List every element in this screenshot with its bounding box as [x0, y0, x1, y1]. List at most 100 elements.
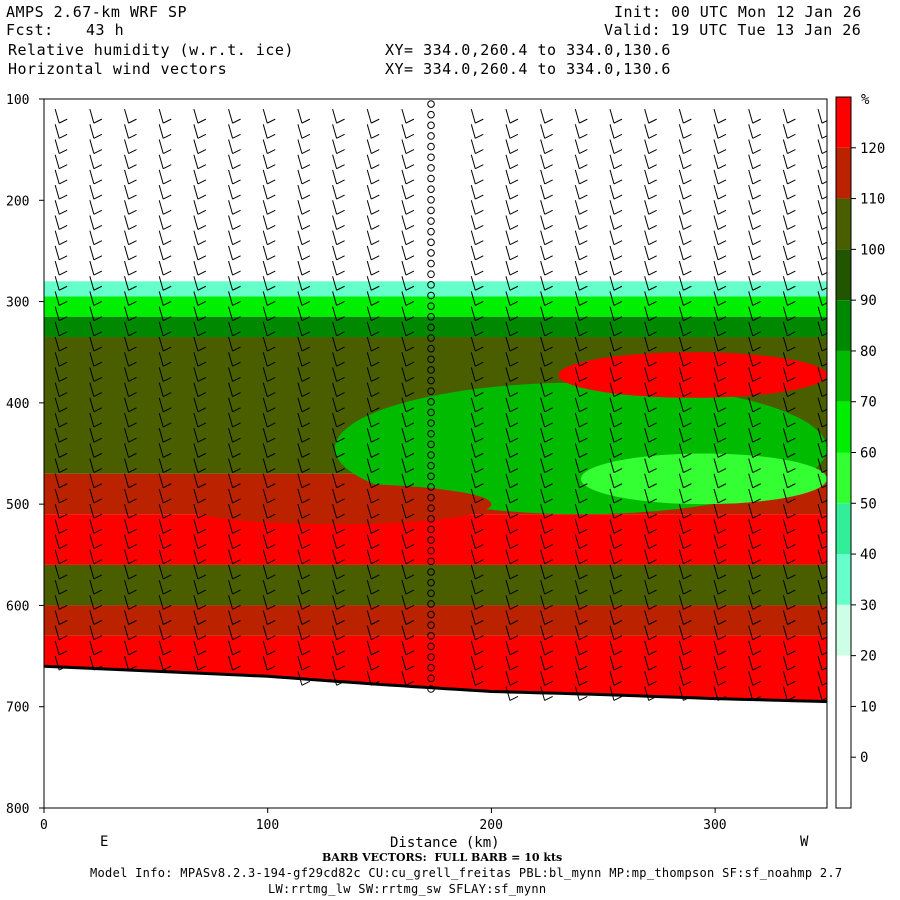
- wind-barb-flag: [821, 423, 827, 428]
- wind-barb-flag: [267, 376, 276, 382]
- wind-barb-flag: [613, 346, 623, 352]
- wind-barb-flag: [475, 164, 484, 170]
- rh-band: [44, 316, 827, 338]
- wind-barb: [297, 488, 303, 504]
- wind-barb-flag: [509, 528, 519, 534]
- wind-barb-flag: [683, 483, 692, 489]
- wind-barb-flag: [752, 361, 761, 367]
- wind-barb-flag: [544, 452, 553, 458]
- wind-barb-flag: [162, 346, 172, 352]
- wind-barb: [505, 321, 511, 336]
- wind-barb-flag: [232, 574, 241, 580]
- wind-barb: [713, 306, 719, 321]
- colorbar-swatch: [836, 554, 851, 605]
- wind-barb: [782, 367, 788, 382]
- wind-barb-flag: [371, 604, 380, 610]
- wind-barb: [574, 610, 580, 625]
- wind-barb-flag: [405, 513, 415, 519]
- wind-barb-flag: [613, 422, 623, 428]
- wind-barb: [505, 306, 511, 321]
- wind-barb: [470, 352, 476, 367]
- wind-barb-flag: [128, 225, 137, 230]
- wind-barb: [748, 473, 754, 488]
- wind-barb: [297, 428, 303, 443]
- wind-barb-flag: [648, 300, 657, 306]
- wind-barb-flag: [752, 392, 761, 398]
- wind-barb: [782, 215, 788, 230]
- wind-barb: [262, 382, 268, 397]
- wind-barb-flag: [371, 361, 380, 367]
- wind-barb: [748, 245, 754, 261]
- wind-barb: [89, 564, 95, 580]
- wind-barb-flag: [752, 604, 761, 610]
- wind-barb-flag: [544, 680, 553, 686]
- wind-barb-flag: [579, 179, 588, 185]
- wind-barb-flag: [752, 316, 761, 322]
- wind-barb-flag: [613, 316, 623, 322]
- wind-barb: [297, 549, 303, 564]
- wind-barb-flag: [128, 422, 137, 428]
- wind-barb: [193, 260, 199, 276]
- wind-barb-flag: [162, 331, 172, 337]
- calm-wind-circle: [427, 429, 435, 438]
- wind-barb-flag: [683, 255, 692, 261]
- wind-barb: [297, 291, 303, 306]
- wind-barb-flag: [301, 149, 311, 154]
- wind-barb-flag: [683, 528, 692, 534]
- wind-barb: [158, 367, 164, 382]
- wind-barb-flag: [787, 164, 796, 170]
- wind-barb: [817, 458, 823, 473]
- wind-barb: [782, 428, 788, 443]
- wind-barb-flag: [267, 513, 276, 519]
- calm-wind-circle: [427, 355, 435, 364]
- wind-barb-flag: [821, 621, 827, 625]
- wind-barb-flag: [648, 118, 657, 124]
- wind-barb: [713, 595, 719, 610]
- wind-barb: [228, 230, 234, 245]
- wind-barb: [678, 124, 684, 139]
- wind-barb-flag: [301, 468, 311, 474]
- wind-barb-flag: [371, 650, 380, 656]
- wind-barb: [124, 610, 130, 625]
- wind-barb-flag: [579, 620, 588, 625]
- wind-barb: [470, 276, 476, 291]
- wind-barb: [332, 169, 338, 185]
- wind-barb: [678, 443, 684, 458]
- wind-barb-flag: [336, 604, 345, 610]
- wind-barb: [158, 625, 164, 640]
- wind-barb: [332, 306, 338, 321]
- wind-barb-flag: [162, 483, 172, 489]
- wind-barb: [262, 215, 268, 230]
- wind-barb: [748, 139, 754, 154]
- wind-barb: [748, 382, 754, 397]
- wind-barb-flag: [544, 149, 553, 154]
- wind-barb-flag: [405, 270, 415, 276]
- wind-barb-flag: [579, 285, 588, 291]
- wind-barb: [366, 640, 372, 656]
- wind-barb-flag: [232, 544, 241, 549]
- wind-barb-flag: [821, 682, 827, 686]
- colorbar-swatch: [836, 452, 851, 504]
- wind-barb: [366, 215, 372, 230]
- wind-barb: [158, 564, 164, 580]
- calm-wind-circle: [427, 291, 435, 300]
- wind-barb: [89, 245, 95, 261]
- wind-barb: [644, 443, 650, 458]
- wind-barb: [574, 549, 580, 564]
- wind-barb: [297, 412, 303, 428]
- wind-barb: [817, 169, 823, 185]
- wind-barb: [262, 306, 268, 321]
- wind-barb-flag: [544, 437, 553, 443]
- wind-barb-flag: [232, 665, 241, 671]
- calm-wind-circle: [427, 525, 435, 534]
- wind-barb: [124, 458, 130, 473]
- wind-barb-flag: [683, 452, 692, 458]
- wind-barb-flag: [405, 528, 415, 534]
- wind-barb-flag: [613, 331, 623, 337]
- wind-barb: [54, 458, 60, 473]
- wind-barb: [332, 397, 338, 412]
- x-tick-label: 0: [40, 818, 48, 833]
- wind-barb: [644, 610, 650, 625]
- wind-barb: [124, 488, 130, 504]
- wind-barb-flag: [128, 620, 137, 625]
